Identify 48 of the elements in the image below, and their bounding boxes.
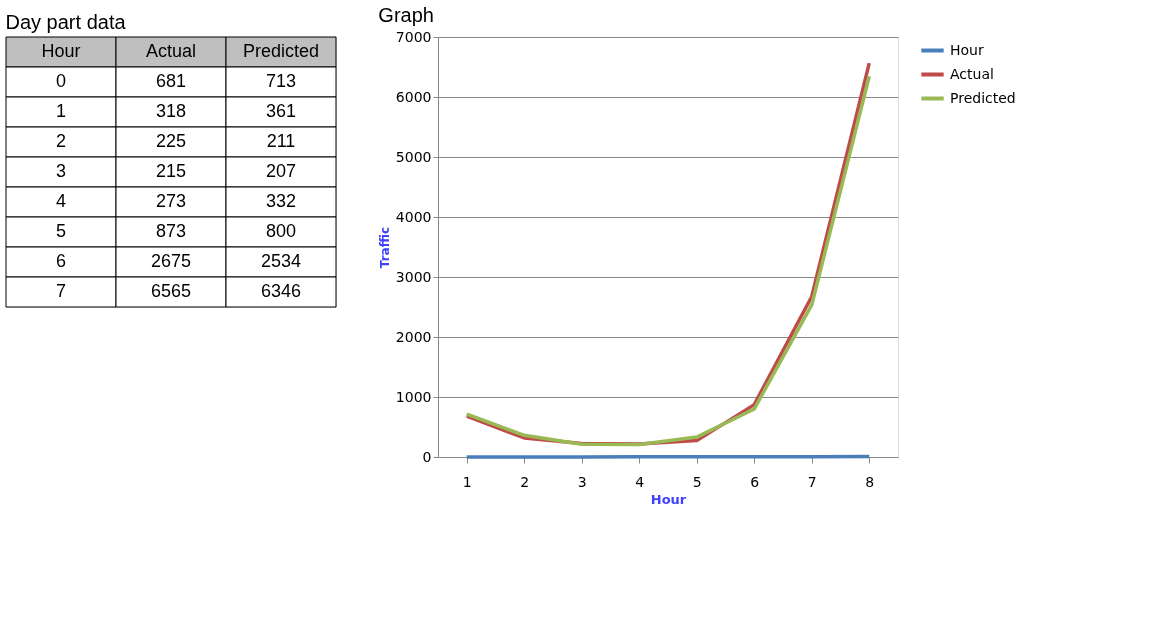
x-tick-label: 8: [865, 473, 875, 490]
y-tick-label: 6000: [395, 88, 432, 105]
data-label: 215: [155, 161, 187, 181]
x-tick-label: 3: [577, 473, 587, 490]
y-tick-label: 2: [55, 131, 67, 151]
chart-title: Graph: [378, 4, 434, 26]
data-label: 2534: [260, 251, 302, 271]
data-label: 800: [265, 221, 297, 241]
x-tick-label: 4: [635, 473, 645, 490]
x-tick-label: 6: [750, 473, 760, 490]
data-label: 713: [265, 71, 297, 91]
x-tick-label: 5: [692, 473, 702, 490]
data-label: 207: [265, 161, 297, 181]
legend-label: Actual: [950, 65, 994, 82]
data-label: 225: [155, 131, 187, 151]
y-tick-label: 2000: [395, 328, 432, 345]
data-label: 681: [155, 71, 187, 91]
data-label: 6346: [260, 281, 302, 301]
y-tick-label: 6: [55, 251, 67, 271]
legend-label: Predicted: [950, 89, 1016, 106]
legend-label: Hour: [950, 41, 984, 58]
y-tick-label: 7: [55, 281, 67, 301]
data-label: 2675: [150, 251, 192, 271]
data-label: 361: [265, 101, 297, 121]
y-tick-label: 0: [55, 71, 67, 91]
y-tick-label: 7000: [395, 28, 432, 45]
x-tick-label: 2: [520, 473, 530, 490]
y-tick-label: 4: [55, 191, 67, 211]
y-tick-label: 1000: [395, 388, 432, 405]
y-tick-label: 0: [422, 448, 432, 465]
y-tick-label: 1: [55, 101, 67, 121]
y-tick-label: 3000: [395, 268, 432, 285]
y-tick-label: 4000: [395, 208, 432, 225]
x-axis-title: Hour: [650, 491, 687, 507]
data-label: 332: [265, 191, 297, 211]
data-label: 318: [155, 101, 187, 121]
x-tick-label: 7: [807, 473, 817, 490]
y-axis-title: Hour: [41, 41, 81, 61]
chart-title: Day part data: [5, 10, 127, 33]
y-tick-label: 3: [55, 161, 67, 181]
data-label: 211: [266, 131, 296, 151]
y-tick-label: 5000: [395, 148, 432, 165]
data-label: 873: [155, 221, 187, 241]
y-axis-title: Traffic: [377, 226, 392, 269]
data-label: 273: [155, 191, 187, 211]
data-label: 6565: [150, 281, 192, 301]
y-tick-label: 5: [55, 221, 67, 241]
x-tick-label: 1: [462, 473, 472, 490]
